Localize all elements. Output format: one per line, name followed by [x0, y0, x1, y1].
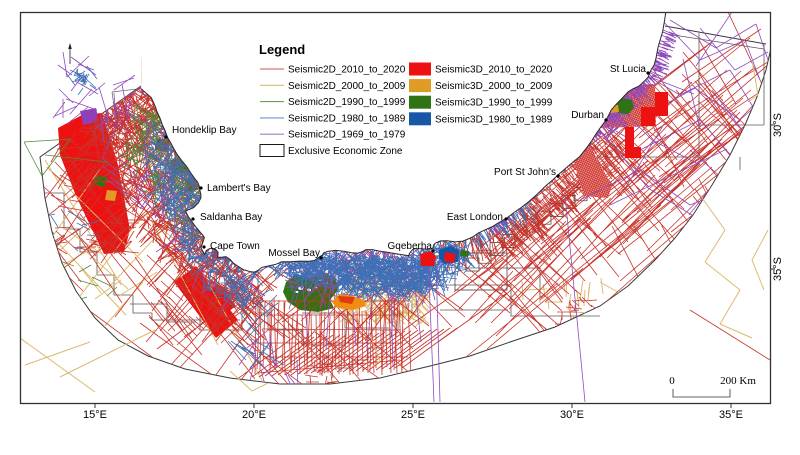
svg-text:Seismic2D_1980_to_1989: Seismic2D_1980_to_1989 [288, 113, 406, 124]
svg-text:15°E: 15°E [83, 409, 107, 421]
svg-text:Seismic2D_1990_to_1999: Seismic2D_1990_to_1999 [288, 97, 406, 108]
svg-text:Seismic3D_1980_to_1989: Seismic3D_1980_to_1989 [435, 114, 553, 125]
svg-text:Seismic3D_1990_to_1999: Seismic3D_1990_to_1999 [435, 98, 553, 109]
svg-text:Exclusive Economic Zone: Exclusive Economic Zone [288, 146, 403, 157]
svg-text:Gqeberha: Gqeberha [388, 241, 433, 252]
svg-text:20°E: 20°E [242, 409, 266, 421]
svg-text:Durban: Durban [571, 110, 604, 121]
svg-text:Seismic3D_2000_to_2009: Seismic3D_2000_to_2009 [435, 81, 553, 92]
svg-text:0: 0 [669, 375, 675, 387]
svg-text:Seismic3D_2010_to_2020: Seismic3D_2010_to_2020 [435, 65, 553, 76]
svg-text:35°E: 35°E [719, 409, 743, 421]
svg-text:St Lucia: St Lucia [610, 64, 647, 75]
svg-text:30°S: 30°S [772, 113, 784, 137]
svg-text:Mossel Bay: Mossel Bay [268, 248, 320, 259]
svg-text:Seismic2D_2010_to_2020: Seismic2D_2010_to_2020 [288, 65, 406, 76]
svg-text:35°S: 35°S [772, 257, 784, 281]
svg-text:25°E: 25°E [401, 409, 425, 421]
svg-text:Hondeklip Bay: Hondeklip Bay [172, 125, 236, 136]
svg-text:Cape Town: Cape Town [210, 241, 260, 252]
svg-text:200 Km: 200 Km [720, 375, 756, 387]
svg-text:Lambert's Bay: Lambert's Bay [207, 183, 271, 194]
svg-text:Seismic2D_2000_to_2009: Seismic2D_2000_to_2009 [288, 81, 406, 92]
svg-text:Seismic2D_1969_to_1979: Seismic2D_1969_to_1979 [288, 130, 406, 141]
svg-text:East London: East London [447, 212, 503, 223]
svg-text:30°E: 30°E [560, 409, 584, 421]
svg-text:Saldanha Bay: Saldanha Bay [200, 212, 262, 223]
svg-text:Port St John's: Port St John's [494, 167, 556, 178]
svg-text:Legend: Legend [259, 42, 305, 57]
